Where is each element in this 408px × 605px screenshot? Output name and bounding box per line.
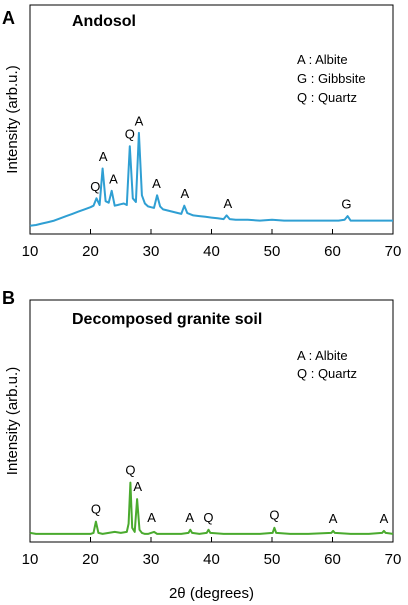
panel-b-peak-label: A bbox=[147, 510, 156, 525]
panel-a-x-tick-label: 50 bbox=[264, 243, 281, 260]
panel-b-peak-label: Q bbox=[269, 508, 279, 523]
panel-a-peak-label: A bbox=[223, 196, 232, 211]
panel-b-peak-label: Q bbox=[91, 502, 101, 517]
panel-b-x-tick-label: 10 bbox=[22, 551, 39, 568]
panel-b-plot-frame bbox=[29, 299, 394, 543]
panel-b-x-tick-label: 70 bbox=[385, 551, 402, 568]
panel-b-diffraction-line-0 bbox=[29, 481, 394, 535]
panel-b-x-axis-label: 2θ (degrees) bbox=[169, 585, 254, 602]
panel-a-x-tick-label: 10 bbox=[22, 243, 39, 260]
panel-b-peak-label: A bbox=[380, 511, 389, 526]
panel-a-peak-label: A bbox=[181, 186, 190, 201]
panel-b-title: Decomposed granite soil bbox=[72, 311, 262, 328]
panel-a-legend-entry: G : Gibbsite bbox=[297, 71, 366, 86]
panel-a-plot-frame bbox=[29, 4, 394, 235]
panel-a-title: Andosol bbox=[72, 13, 136, 30]
panel-a-peak-label: A bbox=[135, 113, 144, 128]
panel-a-letter: A bbox=[2, 8, 15, 28]
panel-a-peak-label: Q bbox=[90, 179, 100, 194]
panel-a-peak-label: G bbox=[341, 197, 351, 212]
panel-b-peak-label: A bbox=[133, 479, 142, 494]
panel-a-x-tick-label: 20 bbox=[82, 243, 99, 260]
panel-a-peak-label: A bbox=[99, 149, 108, 164]
panel-b-y-axis-label: Intensity (arb.u.) bbox=[4, 367, 21, 475]
panel-a-y-axis-label: Intensity (arb.u.) bbox=[4, 65, 21, 173]
panel-b-x-tick-label: 30 bbox=[143, 551, 160, 568]
panel-b-legend-entry: Q : Quartz bbox=[297, 366, 357, 381]
panel-a-legend-entry: A : Albite bbox=[297, 52, 348, 67]
panel-a-diffraction-line-0 bbox=[29, 131, 393, 227]
panel-b-x-tick-label: 20 bbox=[82, 551, 99, 568]
panel-b-peak-label: A bbox=[185, 510, 194, 525]
panel-a-peak-label: A bbox=[152, 176, 161, 191]
panel-a-x-tick-label: 40 bbox=[203, 243, 220, 260]
panel-a-x-tick-label: 60 bbox=[324, 243, 341, 260]
panel-b-peak-label: Q bbox=[203, 510, 213, 525]
panel-a-x-tick-label: 30 bbox=[143, 243, 160, 260]
panel-b-peak-label: Q bbox=[125, 463, 135, 478]
panel-b-letter: B bbox=[2, 288, 15, 308]
panel-a-peak-label: A bbox=[109, 171, 118, 186]
panel-b-legend-entry: A : Albite bbox=[297, 348, 348, 363]
panel-a-peak-label: Q bbox=[125, 127, 135, 142]
panel-b-peak-label: A bbox=[329, 511, 338, 526]
panel-b-x-tick-label: 40 bbox=[203, 551, 220, 568]
panel-a-legend-entry: Q : Quartz bbox=[297, 90, 357, 105]
panel-a-x-tick-label: 70 bbox=[385, 243, 402, 260]
panel-b-x-tick-label: 60 bbox=[324, 551, 341, 568]
panel-b-x-tick-label: 50 bbox=[264, 551, 281, 568]
